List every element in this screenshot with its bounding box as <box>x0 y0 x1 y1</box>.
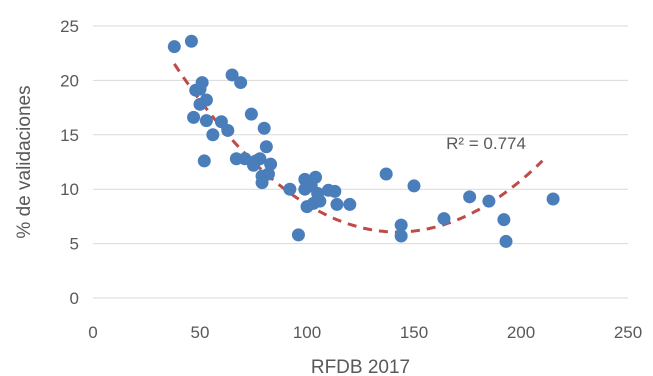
data-point <box>328 184 342 198</box>
data-point <box>394 229 408 243</box>
data-point <box>167 40 181 54</box>
x-axis-title: RFDB 2017 <box>311 357 410 376</box>
data-point <box>437 212 451 226</box>
data-point <box>497 213 511 227</box>
data-point <box>343 197 357 211</box>
data-points <box>167 34 560 248</box>
data-point <box>197 154 211 168</box>
data-point <box>394 218 408 232</box>
data-point <box>193 97 207 111</box>
x-tick-label: 250 <box>614 323 642 342</box>
x-axis-ticks: 0 50 100 150 200 250 <box>88 323 642 342</box>
trendline-path <box>173 63 544 234</box>
data-point <box>244 107 258 121</box>
data-point <box>313 194 327 208</box>
data-point <box>264 157 278 171</box>
data-point <box>499 234 513 248</box>
x-tick-label: 150 <box>400 323 428 342</box>
data-point <box>206 128 220 142</box>
data-point <box>184 34 198 48</box>
data-point <box>259 140 273 154</box>
data-point <box>291 228 305 242</box>
data-point <box>546 192 560 206</box>
y-tick-label: 0 <box>70 289 79 308</box>
y-tick-label: 15 <box>60 126 79 145</box>
x-tick-label: 200 <box>507 323 535 342</box>
data-point <box>225 68 239 82</box>
data-point <box>199 114 213 128</box>
y-tick-label: 20 <box>60 71 79 90</box>
data-point <box>253 152 267 166</box>
data-point <box>379 167 393 181</box>
y-tick-label: 10 <box>60 180 79 199</box>
y-axis-ticks: 0 5 10 15 20 25 <box>60 17 79 308</box>
data-point <box>234 76 248 90</box>
data-point <box>463 190 477 204</box>
data-point <box>283 182 297 196</box>
data-point <box>221 123 235 137</box>
r-squared-annotation: R² = 0.774 <box>446 134 526 153</box>
x-tick-label: 50 <box>191 323 210 342</box>
data-point <box>255 176 269 190</box>
trendline <box>173 63 544 234</box>
data-point <box>195 76 209 90</box>
data-point <box>407 179 421 193</box>
y-tick-label: 25 <box>60 17 79 36</box>
data-point <box>187 110 201 124</box>
x-tick-label: 100 <box>293 323 321 342</box>
data-point <box>257 121 271 135</box>
gridlines <box>93 25 628 299</box>
data-point <box>482 194 496 208</box>
y-axis-title: % de validaciones <box>14 85 35 238</box>
data-point <box>330 197 344 211</box>
data-point <box>309 170 323 184</box>
x-tick-label: 0 <box>88 323 97 342</box>
y-tick-label: 5 <box>70 235 79 254</box>
